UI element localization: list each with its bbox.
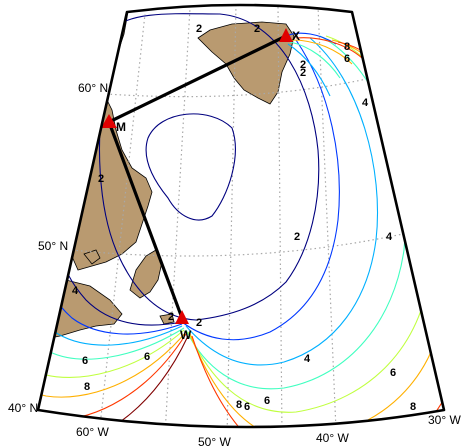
contour-line-south-4 (38, 289, 183, 346)
contour-line-4 (185, 37, 379, 366)
parallel-60n (105, 75, 381, 98)
contour-line-north-x-3 (291, 39, 353, 65)
contour-label: 6 (264, 395, 270, 407)
contour-line-min-loop (145, 113, 236, 221)
contour-line-2-outer (98, 13, 320, 321)
graticule-labels: 60° N 50° N 40° N 60° W 50° W 40° W 30° … (8, 81, 461, 448)
graticule (71, 5, 413, 427)
baseline-x-m (107, 34, 288, 124)
contour-label: 8 (236, 399, 242, 411)
contour-line-south-6 (38, 329, 185, 378)
contour-label: 6 (390, 367, 396, 379)
contour-label: 4 (362, 97, 369, 109)
lon-50w-label: 50° W (198, 435, 231, 448)
contour-line-north-x-4 (289, 41, 341, 79)
parallel-50n (71, 231, 413, 257)
contour-label: 2 (300, 59, 306, 71)
contour-label: 4 (304, 353, 311, 365)
contour-label: 4 (386, 231, 393, 243)
station-w-marker (175, 310, 189, 324)
contour-label: 2 (168, 311, 174, 323)
baselines (107, 34, 288, 320)
lat-40n-label: 40° N (8, 401, 38, 415)
meridian-50w (226, 5, 237, 427)
contour-line-5 (185, 35, 406, 390)
contour-label: 2 (294, 231, 300, 243)
station-m-marker (101, 114, 117, 128)
contour-label: 6 (144, 351, 150, 363)
contour-line-south-9 (38, 335, 189, 427)
contour-label: 2 (254, 23, 260, 35)
station-x-label: X (292, 29, 300, 43)
meridian-55w (164, 7, 191, 427)
lat-50n-label: 50° N (38, 239, 68, 253)
contour-line-3 (181, 39, 340, 341)
lon-40w-label: 40° W (316, 431, 349, 445)
station-w-label: W (180, 328, 192, 342)
lon-30w-label: 30° W (428, 413, 461, 427)
lon-60w-label: 60° W (76, 425, 109, 439)
contour-line-north-x-2 (295, 37, 363, 59)
contour-label: 2 (300, 67, 306, 79)
contour-label: 8 (410, 401, 416, 413)
contour-label: 4 (72, 285, 79, 297)
meridian-40w (317, 5, 337, 427)
map-frame (36, 3, 446, 429)
contour-label: 2 (196, 23, 202, 35)
contour-label: 6 (244, 401, 250, 413)
contour-label: 2 (98, 173, 104, 185)
gulf-island-landmass (83, 249, 101, 265)
baseline-m-w (107, 120, 184, 320)
map-body: 2 2 2 2 2 2 2 4 4 4 4 6 6 6 6 6 6 8 8 8 … (38, 5, 444, 427)
greenland-landmass (197, 21, 295, 105)
stations: X M W (101, 28, 300, 342)
contour-label: 8 (84, 381, 90, 393)
contour-label: 2 (196, 317, 202, 329)
lat-60n-label: 60° N (78, 81, 108, 95)
contour-line-7 (189, 39, 444, 427)
contour-label: 8 (344, 41, 350, 53)
contour-line-south-5 (38, 311, 185, 360)
station-m-label: M (116, 120, 126, 134)
contour-line-south-7 (38, 331, 187, 398)
coastal-island-landmass (159, 313, 175, 325)
newfoundland-landmass (129, 249, 163, 299)
contour-line-north-x-5 (287, 43, 331, 97)
meridian-60w (99, 13, 146, 427)
contour-label: 6 (344, 53, 350, 65)
nova-scotia-landmass (39, 279, 123, 341)
contour-label: 6 (82, 355, 88, 367)
station-x-marker (279, 28, 293, 42)
contour-value-labels: 2 2 2 2 2 2 2 4 4 4 4 6 6 6 6 6 6 8 8 8 … (72, 23, 416, 413)
